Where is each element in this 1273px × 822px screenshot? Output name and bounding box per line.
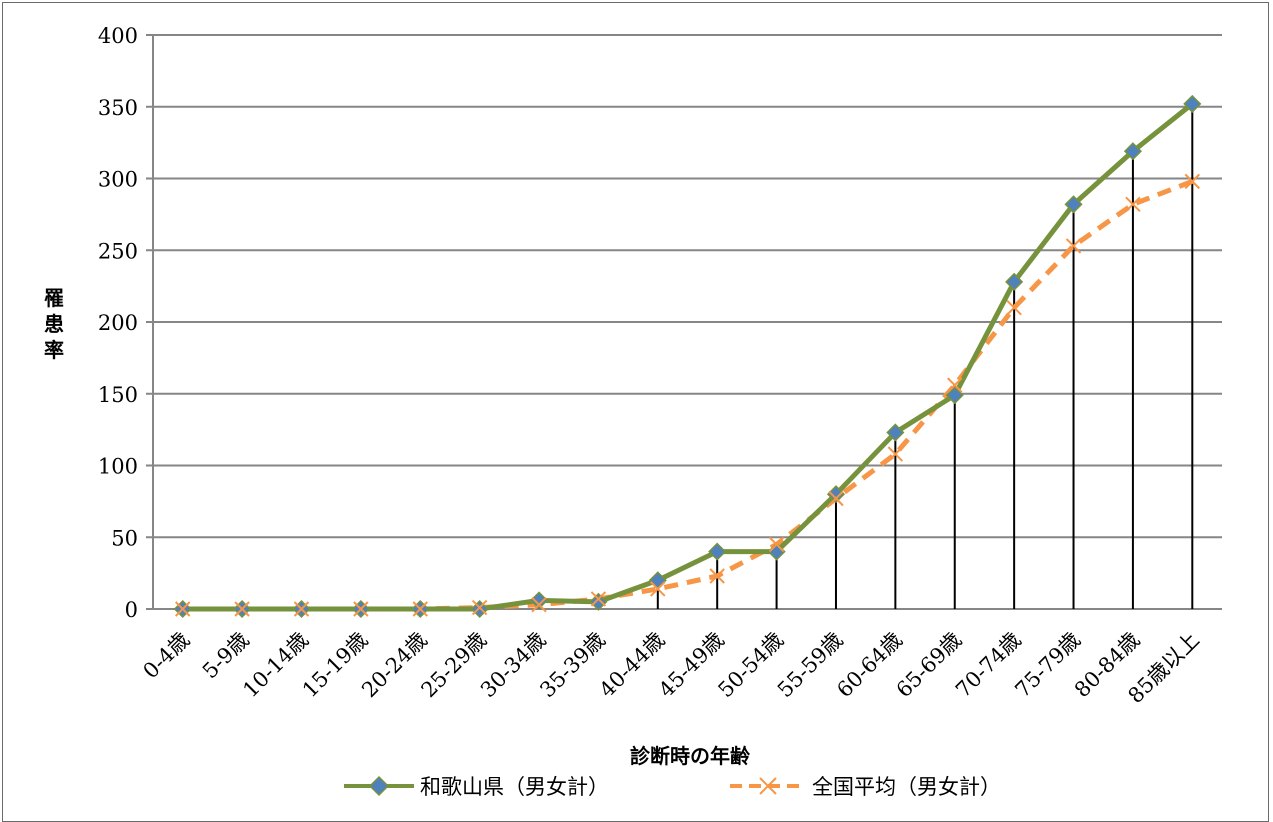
y-tick-label: 300 [98, 168, 138, 192]
x-tick-label: 65-69歳 [892, 628, 967, 703]
drop-lines [478, 103, 1194, 609]
y-tick-label: 100 [98, 455, 138, 479]
y-tick-label: 150 [98, 383, 138, 407]
data-point [945, 386, 964, 405]
line-chart: 0 50 100 150 200 250 300 350 400 0-4歳 5-9歳10-14歳1… [44, 24, 1222, 798]
x-tick-label: 35-39歳 [535, 628, 610, 703]
data-point [1005, 272, 1024, 291]
x-tick-label: 40-44歳 [595, 628, 670, 703]
x-tick-label: 60-64歳 [832, 628, 907, 703]
legend-label-series-1: 和歌山県（男女計） [420, 775, 609, 798]
legend-diamond-marker-icon [368, 775, 390, 797]
data-point [650, 581, 666, 597]
data-point [709, 568, 725, 584]
series-line-1 [182, 101, 1194, 612]
data-point [1064, 195, 1083, 214]
data-point [174, 601, 191, 617]
data-point [708, 542, 727, 561]
x-tick-label: 70-74歳 [951, 628, 1026, 703]
data-point [531, 596, 547, 613]
data-point [768, 536, 785, 553]
x-tick-label: 5-9歳 [198, 628, 254, 684]
data-point [471, 599, 488, 616]
legend-item-series-2: 全国平均（男女計） [730, 775, 1001, 798]
data-point [1006, 299, 1022, 316]
legend-x-marker-icon [759, 777, 777, 795]
y-axis-title: 罹患率 [44, 286, 64, 362]
data-point [826, 485, 846, 504]
data-point [1065, 238, 1082, 254]
data-point [353, 601, 369, 617]
y-tick-label: 350 [98, 96, 138, 120]
data-point [648, 571, 667, 590]
data-point [887, 446, 904, 462]
data-point [470, 599, 489, 619]
x-tick-label: 45-49歳 [654, 628, 729, 703]
y-tick-label: 0 [125, 598, 138, 622]
data-point [412, 601, 428, 617]
y-tick-label: 400 [98, 24, 138, 48]
data-point [293, 601, 310, 617]
x-tick-label: 55-59歳 [773, 628, 848, 703]
legend-label-series-2: 全国平均（男女計） [812, 775, 1001, 798]
x-tick-label: 25-29歳 [417, 628, 492, 703]
x-tick-label: 75-79歳 [1010, 628, 1085, 703]
y-tick-label: 250 [98, 239, 138, 263]
x-tick-label: 0-4歳 [138, 628, 194, 684]
data-point [590, 591, 607, 607]
x-tick-label: 30-34歳 [476, 628, 551, 703]
legend-item-series-1: 和歌山県（男女計） [344, 775, 609, 798]
data-point [947, 377, 963, 393]
y-tick-label: 200 [98, 311, 138, 335]
x-tick-label: 10-14歳 [238, 628, 313, 703]
data-point [1184, 173, 1201, 190]
y-axis-tick-labels: 0 50 100 150 200 250 300 350 400 [98, 24, 138, 622]
series-lines [182, 101, 1194, 612]
data-point [1123, 142, 1142, 161]
data-point [1125, 196, 1141, 213]
series-markers [173, 94, 1202, 619]
x-tick-label: 15-19歳 [298, 628, 373, 703]
x-tick-label: 20-24歳 [357, 628, 432, 703]
x-axis-title: 診断時の年齢 [630, 744, 751, 768]
x-axis-tick-labels: 0-4歳 5-9歳10-14歳15-19歳20-24歳25-29歳30-34歳35… [138, 628, 1203, 708]
data-point [886, 423, 905, 442]
data-point [529, 591, 549, 610]
x-tick-label: 50-54歳 [713, 628, 788, 703]
y-tick-label: 50 [111, 526, 138, 550]
data-point [1183, 94, 1202, 113]
legend: 和歌山県（男女計） 全国平均（男女計） [344, 775, 1001, 798]
gridlines [146, 34, 1222, 610]
data-point [828, 490, 844, 507]
data-point [589, 592, 608, 611]
data-point [234, 601, 250, 617]
